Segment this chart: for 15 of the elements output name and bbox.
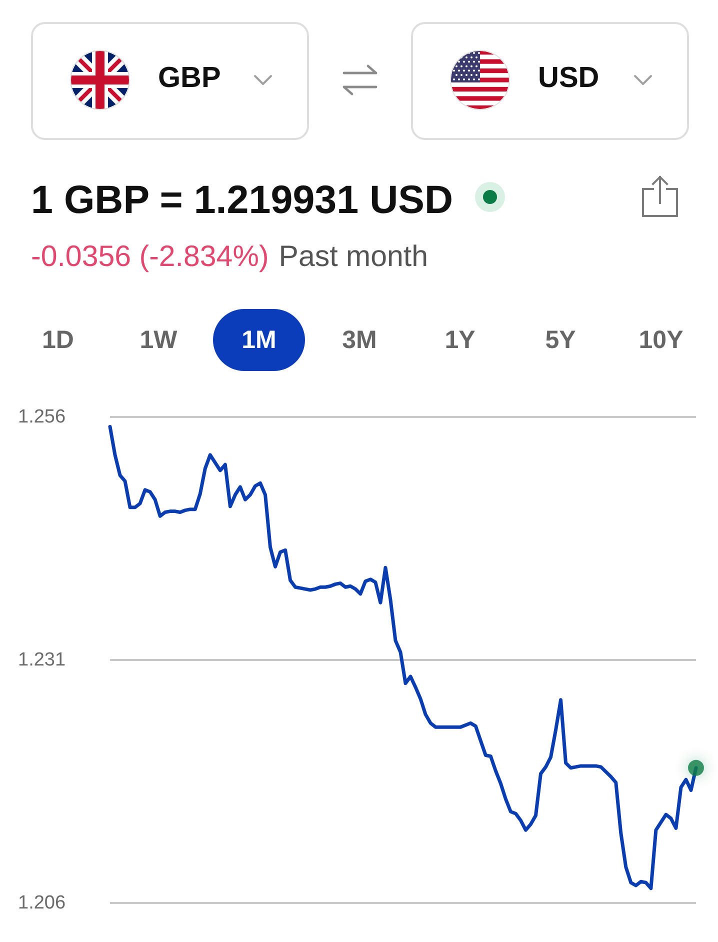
text: GBP	[158, 61, 221, 95]
chart-title: 1 GBP = 1.219931 USD	[31, 177, 453, 223]
text: 1W	[140, 325, 178, 356]
selected-tab: 1M	[213, 309, 305, 371]
text: 10Y	[638, 325, 684, 356]
text: 1Y	[444, 325, 476, 356]
text: USD	[538, 61, 600, 95]
y-tick-label: 1.206	[18, 892, 66, 914]
text: 1D	[42, 325, 74, 356]
y-tick-label: 1.231	[18, 650, 66, 670]
text: 3M	[342, 325, 377, 356]
text: 5Y	[545, 325, 576, 356]
chart-subtitle: -0.0356 (-2.834%)	[31, 239, 269, 275]
text: Past month	[278, 239, 428, 275]
y-tick-label: 1.256	[18, 406, 66, 428]
